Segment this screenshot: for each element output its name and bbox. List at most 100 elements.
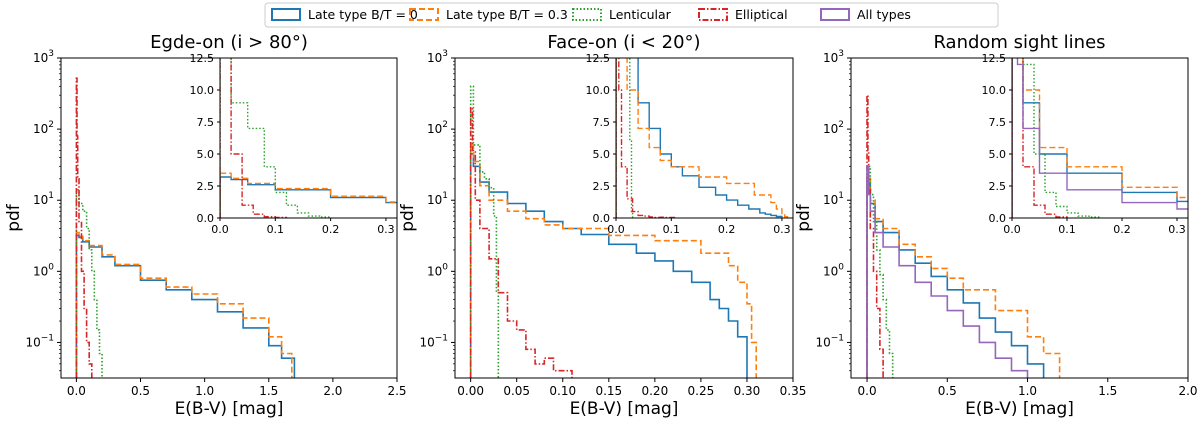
inset-series-line-3 (220, 58, 288, 218)
x-axis-label: E(B-V) [mag] (175, 399, 284, 419)
inset: 0.0 0.1 0.2 0.3 0.0 2.5 5.0 7.5 10.0 12.5 (982, 52, 1189, 236)
series-line-2 (75, 189, 103, 378)
x-tick-label: 0.25 (688, 384, 715, 398)
series-line-3 (75, 77, 93, 378)
series-line-2 (866, 165, 894, 378)
inset-series-group (220, 58, 397, 218)
panel-title: Egde-on (i > 80°) (150, 32, 308, 53)
inset-y-tick-label: 5.0 (593, 148, 611, 161)
inset-y-tick-label: 0.0 (593, 212, 611, 225)
inset-y-tick-label: 7.5 (593, 116, 611, 129)
x-tick-label: 0.0 (67, 384, 86, 398)
inset-x-tick-label: 0.3 (1168, 223, 1186, 236)
legend-swatch-3 (698, 8, 728, 21)
inset-x-tick-label: 0.2 (718, 223, 736, 236)
inset-x-tick-label: 0.0 (211, 223, 229, 236)
series-line-4 (864, 165, 1029, 378)
x-tick-label: 1.5 (1098, 384, 1117, 398)
inset-series-line-2 (616, 58, 634, 218)
y-tick-label: 10−1 (25, 333, 54, 349)
inset-series-line-1 (1012, 58, 1188, 218)
y-tick-label: 103 (823, 49, 844, 65)
x-tick-label: 1.0 (1018, 384, 1037, 398)
x-tick-label: 0.5 (938, 384, 957, 398)
x-tick-label: 0.00 (457, 384, 484, 398)
panel-title: Random sight lines (933, 32, 1105, 53)
inset-y-tick-label: 10.0 (586, 84, 611, 97)
legend: Late type B/T = 0 Late type B/T = 0.3 Lent… (264, 2, 999, 28)
x-tick-label: 0.20 (641, 384, 668, 398)
legend-swatch-1 (409, 8, 439, 21)
inset-x-tick-label: 0.0 (1003, 223, 1021, 236)
inset-x-tick-label: 0.0 (607, 223, 625, 236)
y-tick-label: 10−1 (815, 333, 844, 349)
legend-label-0: Late type B/T = 0 (308, 7, 418, 22)
x-tick-label: 0.05 (503, 384, 530, 398)
legend-frame (264, 2, 999, 28)
inset-y-tick-label: 5.0 (989, 148, 1007, 161)
x-tick-label: 2.0 (323, 384, 342, 398)
inset-y-tick-label: 10.0 (982, 84, 1007, 97)
inset-background (220, 58, 397, 218)
inset-y-tick-label: 12.5 (982, 52, 1007, 65)
inset-series-line-1 (616, 58, 789, 218)
inset-y-tick-label: 7.5 (197, 116, 215, 129)
inset-series-group (1012, 58, 1188, 218)
series-line-1 (469, 144, 757, 378)
legend-swatch-2 (572, 8, 602, 21)
y-tick-label: 101 (33, 191, 54, 207)
inset-frame (615, 57, 794, 219)
inset-x-tick-label: 0.1 (663, 223, 681, 236)
series-group (469, 85, 757, 378)
y-tick-label: 102 (427, 120, 448, 136)
legend-label-2: Lenticular (609, 7, 672, 22)
series-line-2 (469, 85, 500, 378)
x-axis-label: E(B-V) [mag] (965, 399, 1074, 419)
y-tick-label: 100 (823, 262, 844, 278)
inset-y-tick-label: 2.5 (197, 180, 215, 193)
series-line-3 (866, 94, 884, 378)
y-axis-label: pdf (4, 203, 24, 232)
inset-x-tick-label: 0.2 (322, 223, 340, 236)
y-tick-label: 102 (33, 120, 54, 136)
y-axis-label: pdf (794, 203, 814, 232)
inset-background (1012, 58, 1188, 218)
x-tick-label: 2.5 (387, 384, 406, 398)
inset-y-tick-label: 12.5 (190, 52, 215, 65)
inset-x-tick-label: 0.1 (1058, 223, 1076, 236)
y-tick-label: 102 (823, 120, 844, 136)
inset-frame (1011, 57, 1189, 219)
y-axis-label: pdf (398, 203, 418, 232)
y-tick-label: 100 (427, 262, 448, 278)
inset-y-tick-label: 0.0 (197, 212, 215, 225)
x-tick-label: 0.30 (734, 384, 761, 398)
x-tick-label: 0.35 (780, 384, 807, 398)
legend-label-3: Elliptical (735, 7, 788, 22)
inset: 0.0 0.1 0.2 0.3 0.0 2.5 5.0 7.5 10.0 12.5 (190, 52, 398, 236)
series-line-1 (75, 231, 293, 378)
x-tick-label: 1.5 (259, 384, 278, 398)
inset-background (616, 58, 793, 218)
inset-series-line-0 (616, 58, 783, 218)
y-tick-label: 103 (427, 49, 448, 65)
legend-swatch-0 (271, 8, 301, 21)
inset-y-tick-label: 12.5 (586, 52, 611, 65)
y-tick-label: 103 (33, 49, 54, 65)
inset-y-tick-label: 5.0 (197, 148, 215, 161)
inset-series-line-4 (1012, 58, 1188, 218)
y-tick-label: 101 (427, 191, 448, 207)
inset-y-tick-label: 7.5 (989, 116, 1007, 129)
x-tick-label: 2.0 (1178, 384, 1197, 398)
x-tick-label: 1.0 (195, 384, 214, 398)
inset-series-line-2 (1012, 58, 1101, 218)
x-tick-label: 0.10 (549, 384, 576, 398)
inset-y-tick-label: 0.0 (989, 212, 1007, 225)
inset-series-line-3 (616, 58, 678, 218)
inset-y-tick-label: 2.5 (593, 180, 611, 193)
legend-label-1: Late type B/T = 0.3 (446, 7, 568, 22)
series-group (864, 94, 1061, 378)
inset-series-line-3 (1012, 58, 1068, 218)
panel-2: Random sight lines 0.0 0.5 1.0 1.5 2.0 10−1 100… (794, 32, 1198, 419)
x-tick-label: 0.5 (131, 384, 150, 398)
